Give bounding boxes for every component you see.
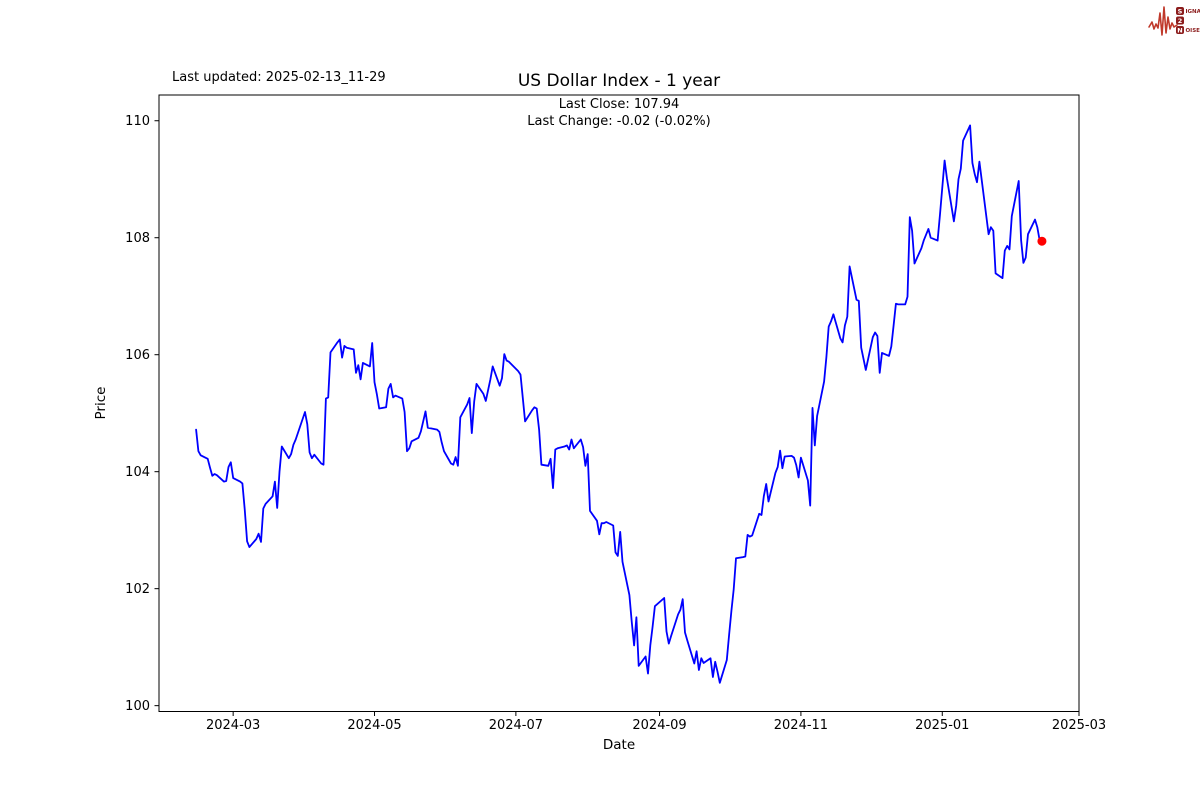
logo-boxed-letter: N: [1177, 26, 1182, 34]
x-tick-label: 2024-09: [632, 718, 686, 733]
chart-title: US Dollar Index - 1 year: [517, 71, 721, 91]
last-updated-text: Last updated: 2025-02-13_11-29: [172, 70, 386, 85]
logo-word-text: IGNAL: [1186, 9, 1200, 15]
y-tick-label: 100: [125, 699, 150, 714]
x-tick-label: 2024-07: [489, 718, 543, 733]
logo-boxed-letter: S: [1178, 7, 1183, 15]
logo-letter-box: [1176, 7, 1184, 15]
price-line: [195, 124, 1043, 684]
logo-letter-box: [1176, 16, 1184, 25]
y-tick-label: 106: [125, 348, 150, 363]
brand-logo: SIGNAL2N OISE: [1148, 6, 1200, 36]
last-close-annotation: Last Close: 107.94: [558, 97, 680, 112]
axes-frame: [158, 94, 1080, 712]
x-tick-label: 2024-05: [347, 718, 401, 733]
x-axis-title: Date: [602, 737, 636, 753]
last-point-marker: [1037, 236, 1047, 246]
y-tick-label: 110: [125, 114, 150, 129]
x-tick-label: 2025-01: [915, 718, 969, 733]
waveform-icon: [1148, 6, 1178, 36]
logo-boxed-letter: 2: [1178, 17, 1183, 25]
logo-letter-box: [1176, 26, 1184, 34]
logo-word-text: OISE: [1186, 28, 1200, 34]
last-change-annotation: Last Change: -0.02 (-0.02%): [527, 114, 711, 129]
x-tick-label: 2024-03: [206, 718, 260, 733]
y-tick-label: 108: [125, 231, 150, 246]
x-tick-label: 2024-11: [774, 718, 828, 733]
x-tick-label: 2025-03: [1052, 718, 1106, 733]
y-tick-label: 104: [125, 465, 150, 480]
y-tick-label: 102: [125, 582, 150, 597]
